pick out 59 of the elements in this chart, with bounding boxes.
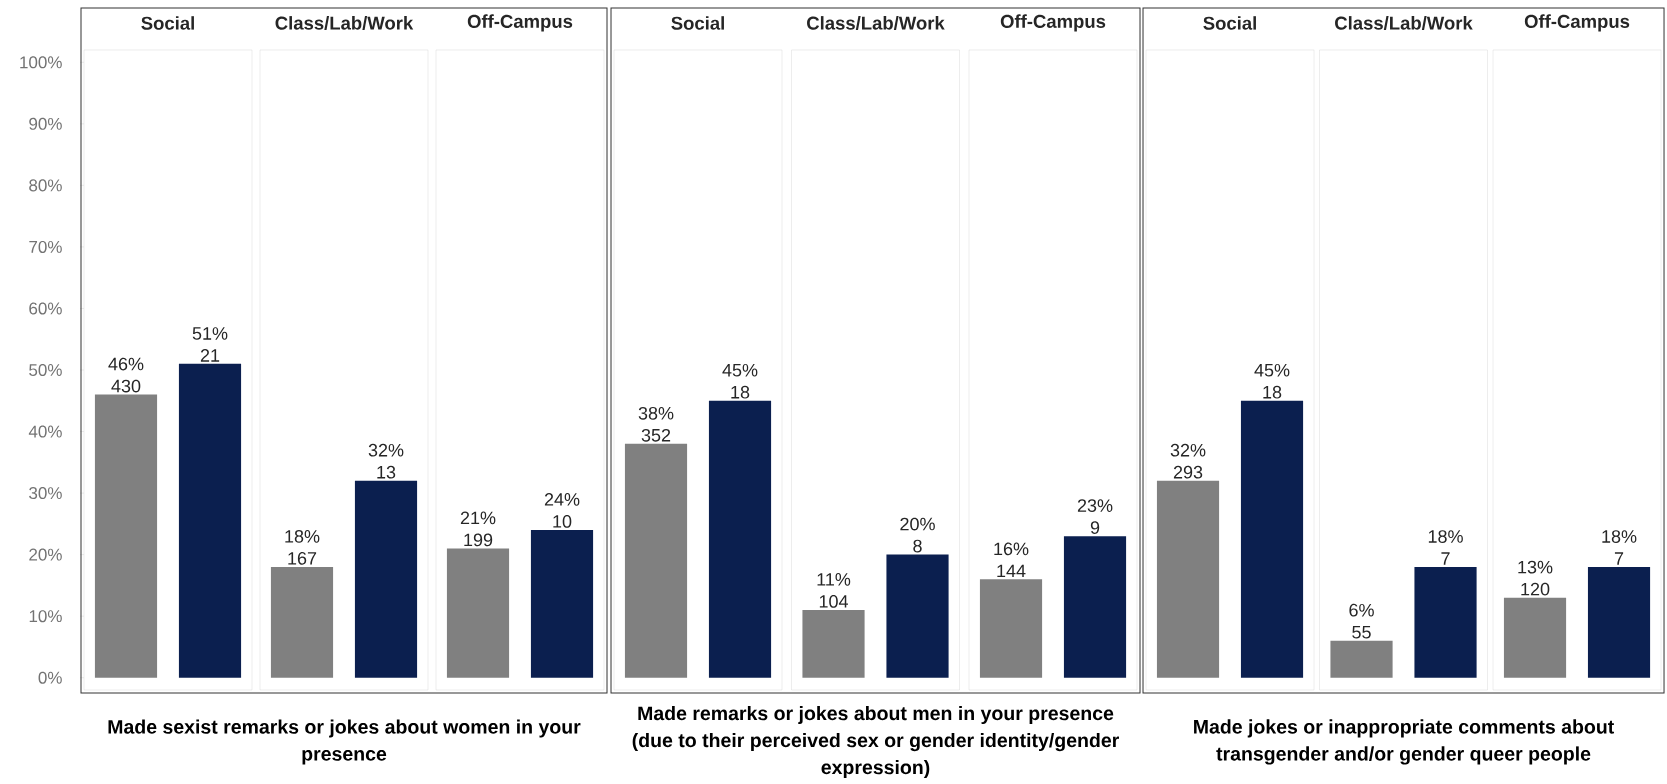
data-label: 6% 55 — [1349, 603, 1374, 639]
y-tick-label: 70% — [29, 240, 62, 253]
x-tick-label: Class/Lab/Work — [275, 16, 414, 30]
x-tick-label: Social — [1203, 16, 1256, 30]
bar — [446, 548, 510, 678]
data-label: 21% 199 — [460, 511, 496, 547]
y-tick-label: 0% — [38, 671, 62, 684]
x-tick-label: Off-Campus — [1524, 14, 1630, 32]
y-tick-label: 40% — [28, 425, 62, 438]
y-tick-label: 100% — [20, 56, 62, 69]
data-label: 11% 104 — [817, 573, 851, 608]
bar — [1414, 566, 1477, 678]
y-tick-label: 90% — [29, 117, 62, 130]
x-tick-label: Class/Lab/Work — [1335, 16, 1473, 30]
bar — [979, 579, 1043, 678]
bar — [802, 610, 865, 678]
x-tick-label: Social — [671, 16, 724, 30]
data-label: 51% 21 — [192, 327, 228, 362]
y-tick-label: 30% — [29, 487, 62, 500]
data-label: 20% 8 — [900, 517, 935, 553]
x-tick-label: Social — [141, 16, 194, 30]
x-axis-title: Made jokes or inappropriate comments about transgender and/or gender queer people — [1194, 719, 1615, 765]
y-tick-label: 10% — [29, 610, 62, 623]
data-label: 45% 18 — [1254, 363, 1290, 399]
y-tick-label: 80% — [29, 179, 62, 192]
bar — [94, 394, 158, 678]
bar — [530, 530, 594, 678]
y-tick-label: 20% — [29, 548, 62, 561]
bar — [178, 363, 242, 678]
y-tick-label: 50% — [29, 363, 62, 377]
data-label: 46% 430 — [108, 357, 144, 393]
bar — [708, 400, 772, 678]
bar — [624, 443, 688, 678]
bar — [1587, 566, 1651, 678]
bar — [1240, 400, 1304, 678]
bar — [886, 554, 949, 678]
bar — [354, 480, 418, 678]
data-label: 13% 120 — [1518, 560, 1553, 596]
data-label: 23% 9 — [1077, 499, 1113, 534]
data-label: 18% 7 — [1602, 530, 1637, 565]
x-axis-title: Made sexist remarks or jokes about women in your presence — [108, 719, 581, 765]
data-label: 18% 167 — [285, 529, 320, 565]
data-label: 32% 13 — [368, 443, 404, 479]
data-label: 16% 144 — [994, 542, 1029, 578]
bar — [1156, 480, 1220, 678]
data-label: 45% 18 — [722, 363, 758, 399]
bar — [1503, 597, 1567, 678]
bar — [1330, 640, 1393, 678]
y-tick-label: 60% — [29, 302, 62, 315]
bar — [270, 566, 334, 678]
bar — [1063, 536, 1127, 678]
data-label: 24% 10 — [544, 493, 580, 528]
x-tick-label: Off-Campus — [1000, 14, 1106, 32]
data-label: 38% 352 — [638, 406, 674, 442]
x-tick-label: Class/Lab/Work — [807, 16, 945, 30]
x-axis-title: Made remarks or jokes about men in your presence (due to their perceived sex or gender identity/gender expression) — [632, 705, 1120, 779]
x-tick-label: Off-Campus — [467, 14, 573, 32]
data-label: 18% 7 — [1428, 530, 1463, 565]
data-label: 32% 293 — [1170, 443, 1206, 479]
